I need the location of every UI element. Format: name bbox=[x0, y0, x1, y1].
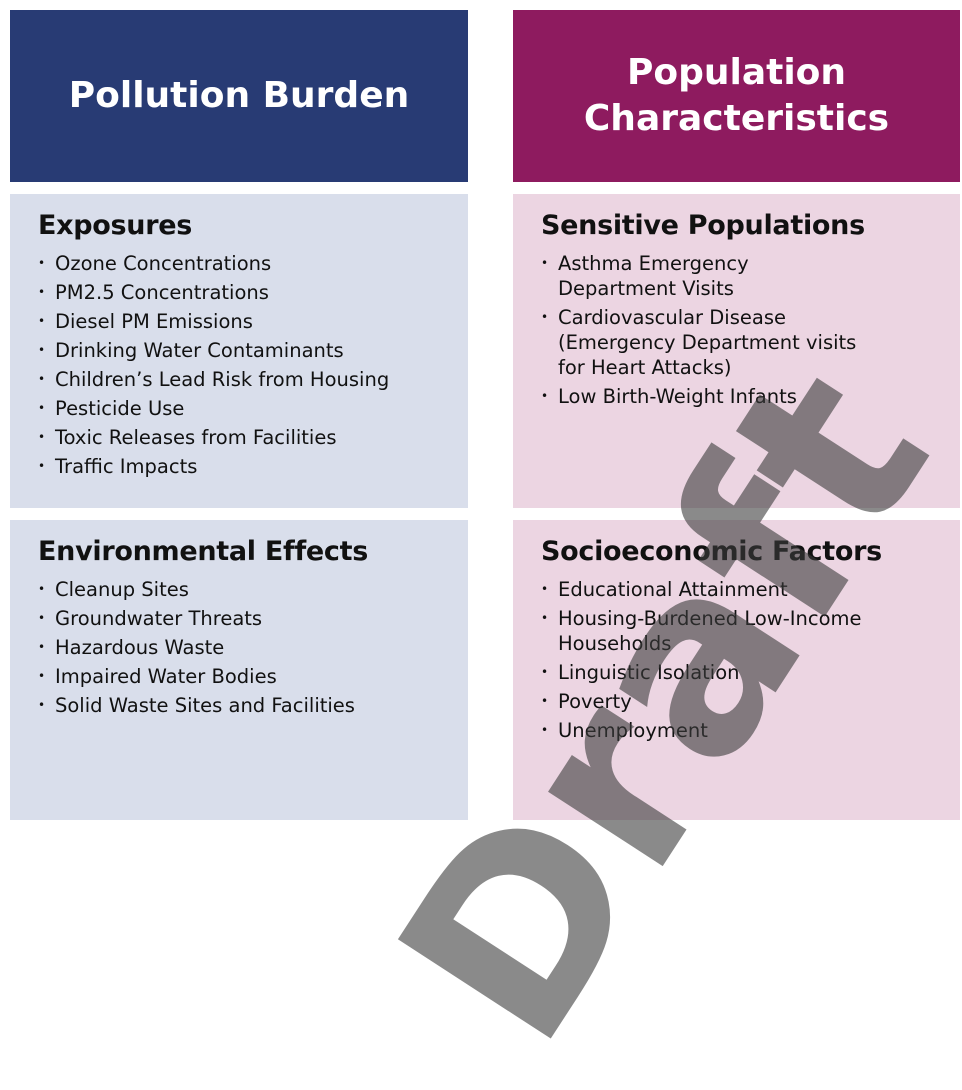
section-title: Sensitive Populations bbox=[541, 210, 865, 241]
item-line: Traffic Impacts bbox=[55, 455, 198, 478]
section-title: Exposures bbox=[38, 210, 193, 241]
section-panel: Environmental Effects Cleanup Sites Ground… bbox=[10, 520, 468, 820]
list-item: PM2.5 Concentrations bbox=[38, 280, 468, 305]
item-line: Drinking Water Contaminants bbox=[55, 339, 344, 362]
column: Pollution Burden Exposures Ozone Concentra… bbox=[10, 10, 468, 820]
section-panel: Sensitive Populations Asthma EmergencyDep… bbox=[513, 194, 960, 508]
list-item: Diesel PM Emissions bbox=[38, 309, 468, 334]
item-line: Cardiovascular Disease bbox=[558, 306, 786, 329]
list-item: Drinking Water Contaminants bbox=[38, 338, 468, 363]
item-line: Diesel PM Emissions bbox=[55, 310, 253, 333]
list-item: Impaired Water Bodies bbox=[38, 664, 468, 689]
item-line: PM2.5 Concentrations bbox=[55, 281, 269, 304]
item-line: Toxic Releases from Facilities bbox=[55, 426, 337, 449]
column: Population Characteristics Sensitive Popu… bbox=[513, 10, 960, 820]
list-item: Poverty bbox=[541, 689, 960, 714]
item-line: Hazardous Waste bbox=[55, 636, 225, 659]
list-item: Hazardous Waste bbox=[38, 635, 468, 660]
list-item: Ozone Concentrations bbox=[38, 251, 468, 276]
item-line: (Emergency Department visits bbox=[558, 331, 857, 354]
section-title: Environmental Effects bbox=[38, 536, 368, 567]
item-line: Unemployment bbox=[558, 719, 708, 742]
item-line: Low Birth-Weight Infants bbox=[558, 385, 797, 408]
item-line: Groundwater Threats bbox=[55, 607, 263, 630]
list-item: Cleanup Sites bbox=[38, 577, 468, 602]
item-line: Households bbox=[558, 632, 672, 655]
section-panel: Exposures Ozone Concentrations PM2.5 Conce… bbox=[10, 194, 468, 508]
list-item: Traffic Impacts bbox=[38, 454, 468, 479]
list-item: Solid Waste Sites and Facilities bbox=[38, 693, 468, 718]
section-panel: Socioeconomic Factors Educational Attainm… bbox=[513, 520, 960, 820]
item-line: Poverty bbox=[558, 690, 632, 713]
item-line: Cleanup Sites bbox=[55, 578, 189, 601]
list-item: Children’s Lead Risk from Housing bbox=[38, 367, 468, 392]
list-item: Toxic Releases from Facilities bbox=[38, 425, 468, 450]
item-line: Pesticide Use bbox=[55, 397, 185, 420]
list-item: Unemployment bbox=[541, 718, 960, 743]
item-line: Linguistic Isolation bbox=[558, 661, 740, 684]
list-item: Low Birth-Weight Infants bbox=[541, 384, 960, 409]
column-header: Population Characteristics bbox=[513, 10, 960, 182]
item-line: Ozone Concentrations bbox=[55, 252, 272, 275]
item-line: Children’s Lead Risk from Housing bbox=[55, 368, 390, 391]
item-line: Educational Attainment bbox=[558, 578, 788, 601]
page: Pollution Burden Exposures Ozone Concentra… bbox=[0, 0, 962, 778]
item-line: for Heart Attacks) bbox=[558, 356, 732, 379]
section-title: Socioeconomic Factors bbox=[541, 536, 882, 567]
list-item: Cardiovascular Disease(Emergency Departm… bbox=[541, 305, 960, 380]
item-line: Impaired Water Bodies bbox=[55, 665, 277, 688]
list-item: Groundwater Threats bbox=[38, 606, 468, 631]
item-line: Department Visits bbox=[558, 277, 734, 300]
item-line: Housing-Burdened Low-Income bbox=[558, 607, 862, 630]
list-item: Linguistic Isolation bbox=[541, 660, 960, 685]
column-header: Pollution Burden bbox=[10, 10, 468, 182]
list-item: Educational Attainment bbox=[541, 577, 960, 602]
item-line: Solid Waste Sites and Facilities bbox=[55, 694, 355, 717]
item-line: Asthma Emergency bbox=[558, 252, 749, 275]
list-item: Pesticide Use bbox=[38, 396, 468, 421]
